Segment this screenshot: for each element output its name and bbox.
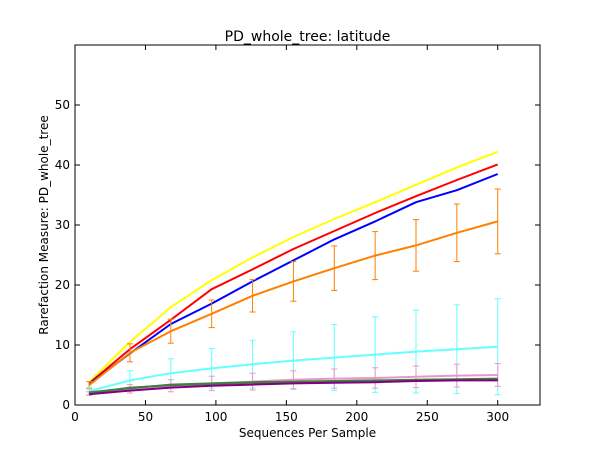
x-axis-label: Sequences Per Sample bbox=[239, 426, 376, 440]
series-7 bbox=[88, 377, 498, 394]
series-line-2 bbox=[88, 173, 499, 385]
y-tick-label: 20 bbox=[55, 278, 70, 292]
y-tick-label: 10 bbox=[55, 338, 70, 352]
x-tick-label: 50 bbox=[138, 410, 153, 424]
series-2 bbox=[88, 173, 499, 385]
chart-title: PD_whole_tree: latitude bbox=[225, 29, 391, 45]
x-tick-label: 200 bbox=[345, 410, 368, 424]
series-line-8 bbox=[89, 379, 498, 396]
series-line-3 bbox=[88, 220, 498, 386]
x-tick-label: 100 bbox=[204, 410, 227, 424]
y-tick-label: 50 bbox=[55, 98, 70, 112]
series-layer bbox=[86, 150, 501, 396]
series-3 bbox=[86, 188, 501, 390]
series-line-7 bbox=[88, 377, 498, 394]
y-tick-label: 0 bbox=[62, 398, 70, 412]
y-axis-label: Rarefaction Measure: PD_whole_tree bbox=[37, 115, 51, 334]
x-tick-label: 150 bbox=[275, 410, 298, 424]
ticks-layer: 0 50 100 150 200 250 300 0 10 20 30 40 50 bbox=[55, 45, 540, 424]
x-tick-label: 300 bbox=[486, 410, 509, 424]
series-line-0 bbox=[88, 150, 499, 383]
x-tick-label: 250 bbox=[416, 410, 439, 424]
x-tick-label: 0 bbox=[71, 410, 79, 424]
y-tick-label: 30 bbox=[55, 218, 70, 232]
series-8 bbox=[89, 379, 498, 396]
series-0 bbox=[88, 150, 499, 383]
y-tick-label: 40 bbox=[55, 158, 70, 172]
series-line-1 bbox=[88, 163, 499, 385]
series-1 bbox=[88, 163, 499, 385]
series-line-4 bbox=[88, 345, 498, 393]
